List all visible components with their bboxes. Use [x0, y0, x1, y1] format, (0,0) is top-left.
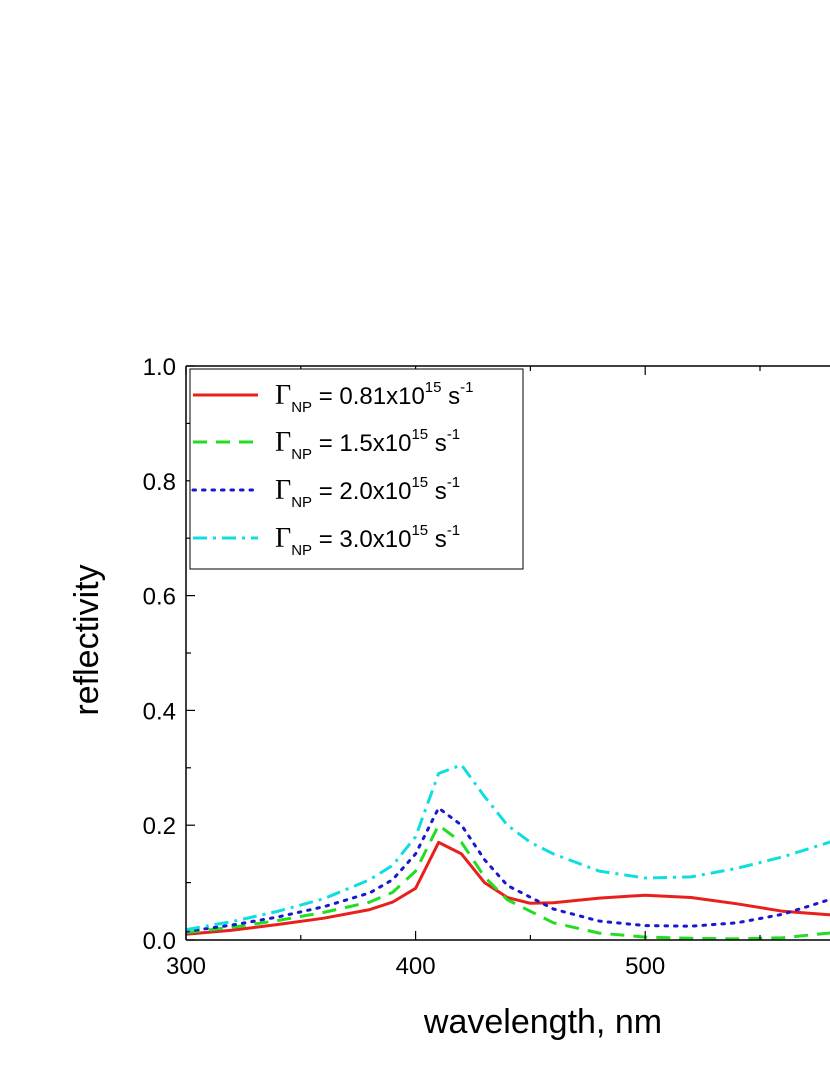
y-tick-label: 0.4 [143, 698, 176, 725]
legend-entry-3: ΓNP = 2.0x1015 s-1 [275, 474, 460, 511]
x-tick-label: 400 [396, 953, 436, 980]
x-tick-label: 500 [625, 953, 665, 980]
y-tick-label: 0.0 [143, 928, 176, 955]
legend-entry-4: ΓNP = 3.0x1015 s-1 [275, 522, 460, 559]
x-axis-label: wavelength, nm [423, 1003, 662, 1041]
series-line-3 [186, 806, 830, 933]
series-layer [186, 763, 830, 940]
y-tick-label: 0.6 [143, 584, 176, 611]
series-line-1 [186, 840, 830, 936]
legend: ΓNP = 0.81x1015 s-1 ΓNP = 1.5x1015 s-1 ΓNP… [189, 368, 524, 570]
ticks-layer: 3004005006007000.00.20.40.60.81.0 [143, 354, 761, 980]
y-tick-label: 0.8 [143, 469, 176, 496]
series-line-4 [186, 763, 830, 932]
x-tick-label: 300 [166, 953, 206, 980]
y-tick-label: 0.2 [143, 813, 176, 840]
legend-entry-1: ΓNP = 0.81x1015 s-1 [275, 379, 474, 416]
y-tick-label: 1.0 [143, 354, 176, 381]
legend-entry-2: ΓNP = 1.5x1015 s-1 [275, 426, 460, 463]
series-line-2 [186, 823, 830, 940]
y-axis-label: reflectivity [68, 564, 106, 715]
legend-box [189, 368, 524, 570]
